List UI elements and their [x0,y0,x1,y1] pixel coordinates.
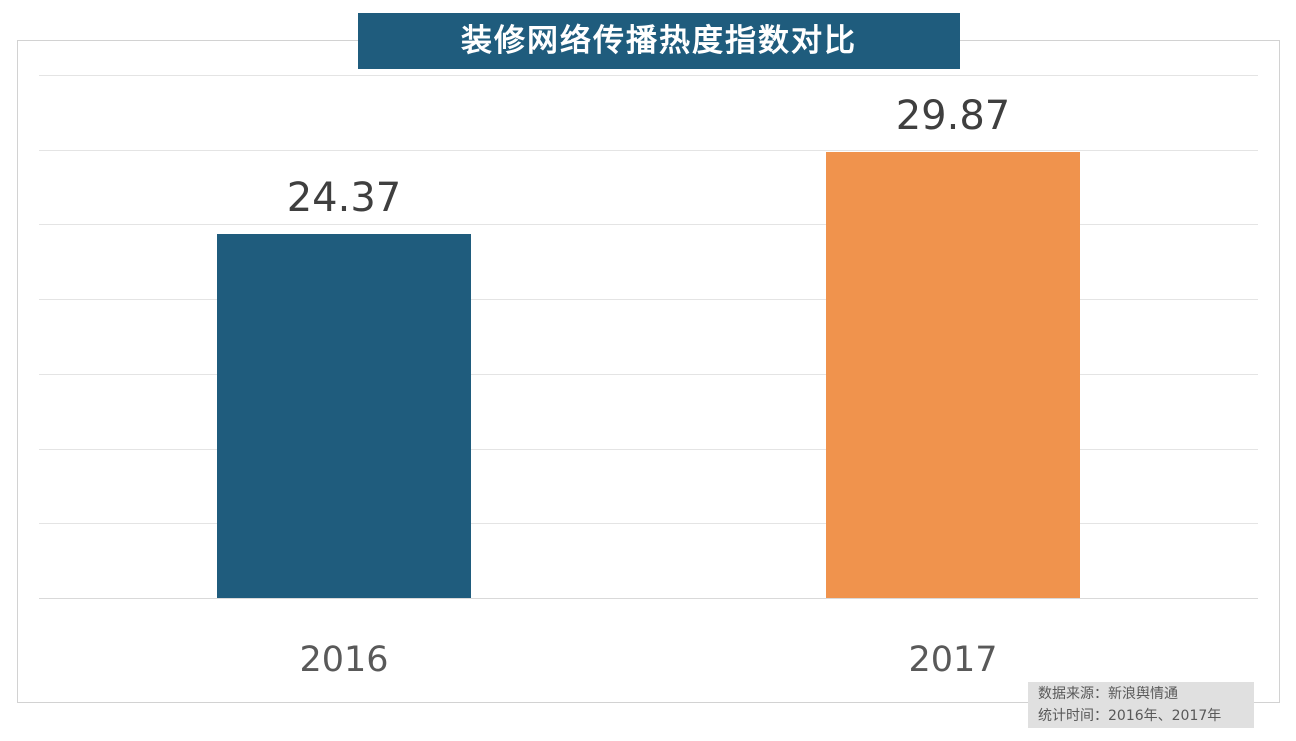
gridline [39,449,1258,450]
gridline [39,150,1258,151]
source-note-line1: 数据来源：新浪舆情通 [1038,686,1178,702]
gridline [39,374,1258,375]
source-note-line2: 统计时间：2016年、2017年 [1038,708,1222,724]
x-axis-line [39,598,1258,599]
source-note: 数据来源：新浪舆情通 统计时间：2016年、2017年 [1028,682,1254,728]
bar-2016 [217,234,471,598]
value-label-2017: 29.87 [895,93,1011,139]
gridline [39,75,1258,76]
value-label-2016: 24.37 [286,175,402,221]
chart-title-banner: 装修网络传播热度指数对比 [358,13,960,69]
gridline [39,299,1258,300]
x-axis-label-2017: 2017 [908,640,998,680]
gridline [39,224,1258,225]
gridline [39,523,1258,524]
chart-title: 装修网络传播热度指数对比 [461,23,857,59]
x-axis-label-2016: 2016 [299,640,389,680]
bar-2017 [826,152,1080,598]
